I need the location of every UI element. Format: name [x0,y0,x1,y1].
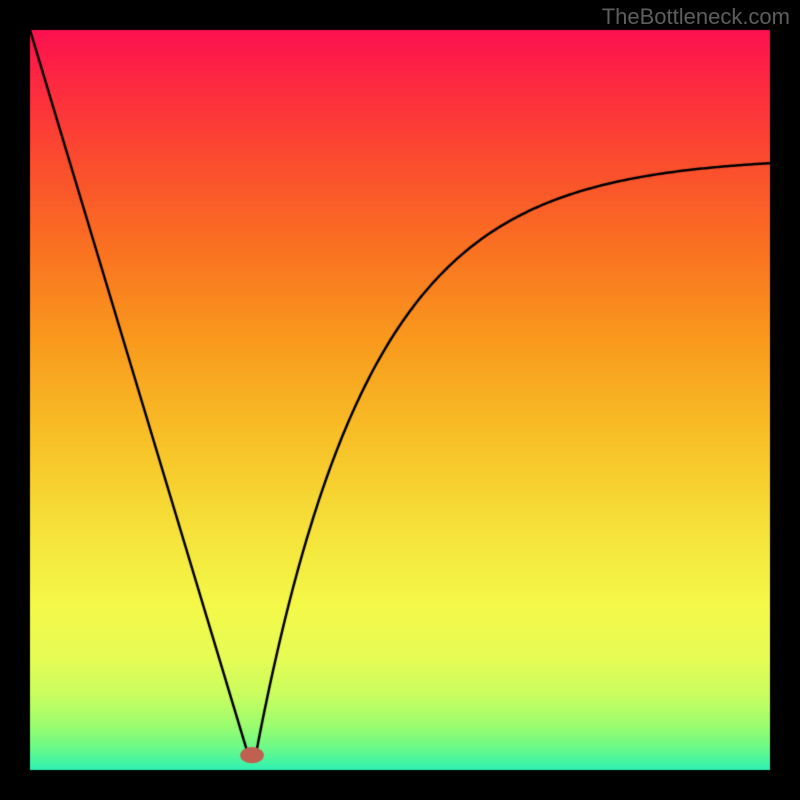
watermark-text: TheBottleneck.com [602,4,790,30]
bottleneck-chart-canvas [0,0,800,800]
chart-wrapper: TheBottleneck.com [0,0,800,800]
